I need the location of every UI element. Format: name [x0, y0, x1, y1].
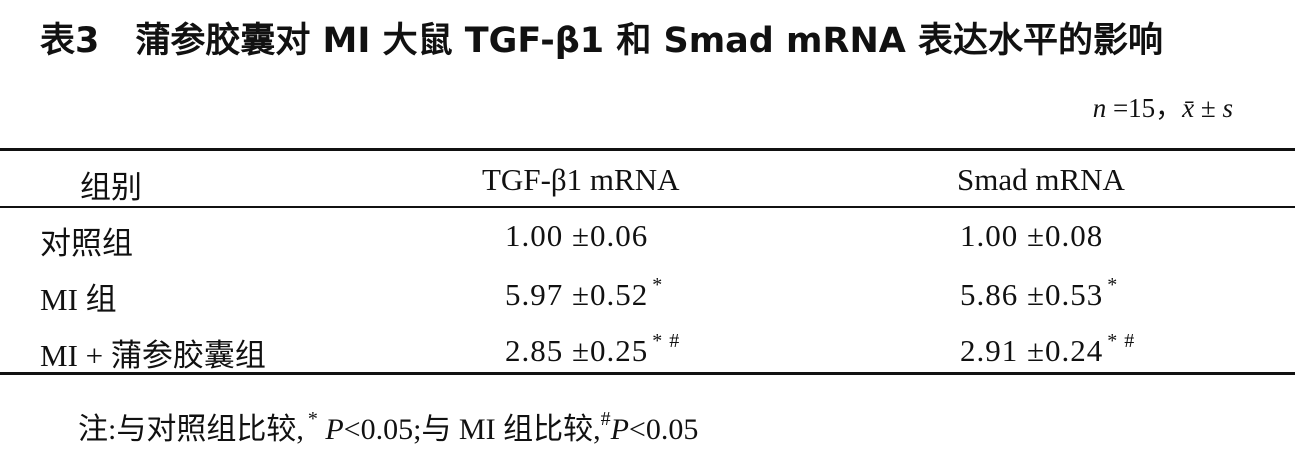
note-part: <0.05	[628, 413, 699, 446]
title: 表3 蒲参胶囊对 MI 大鼠 TGF-β1 和 Smad mRNA 表达水平的影响	[40, 12, 1163, 63]
value-cell: 5.86 ±0.53 *	[960, 274, 1118, 313]
value: 1.00 ±0.06	[505, 218, 649, 253]
significance: * #	[1107, 330, 1136, 352]
value-cell: 2.91 ±0.24 * #	[960, 330, 1135, 369]
value: 5.97 ±0.52	[505, 277, 649, 312]
group-cell: MI + 蒲参胶囊组	[40, 338, 266, 373]
table-label: 表3	[40, 21, 100, 61]
value-cell: 1.00 ±0.08	[960, 218, 1103, 254]
mid-rule	[0, 206, 1295, 208]
sub-part: ±	[1200, 93, 1216, 123]
note-part: P	[317, 413, 344, 446]
table-title: 蒲参胶囊对 MI 大鼠 TGF-β1 和 Smad mRNA 表达水平的影响	[135, 21, 1164, 61]
value: 2.85 ±0.25	[505, 333, 649, 368]
bottom-rule	[0, 372, 1295, 375]
header-cell: 组别	[80, 170, 142, 205]
value: 1.00 ±0.08	[960, 218, 1104, 253]
value-cell: 2.85 ±0.25 * #	[505, 330, 680, 369]
subtitle: n =15，x̄ ± s	[1093, 86, 1233, 125]
note-sup: *	[307, 408, 318, 430]
note-part: P	[610, 413, 629, 446]
sub-part: x̄	[1182, 93, 1195, 123]
group-cell: 对照组	[40, 226, 133, 261]
significance: *	[652, 274, 664, 296]
note: 注:与对照组比较, * P<0.05;与 MI 组比较,#P<0.05	[78, 404, 698, 448]
group-cell: MI 组	[40, 282, 117, 317]
sub-part: =15，	[1112, 93, 1183, 123]
top-rule	[0, 148, 1295, 151]
significance: * #	[652, 330, 681, 352]
note-part: 注:与对照组比较,	[78, 413, 304, 446]
sub-part: n	[1092, 93, 1107, 123]
value-cell: 5.97 ±0.52 *	[505, 274, 663, 313]
value-cell: 1.00 ±0.06	[505, 218, 648, 254]
significance: *	[1107, 274, 1119, 296]
sub-part: s	[1222, 93, 1233, 123]
header-cell: Smad mRNA	[957, 162, 1125, 197]
value: 5.86 ±0.53	[960, 277, 1104, 312]
note-part: <0.05;与 MI 组比较,	[343, 413, 601, 446]
note-sup: #	[600, 408, 611, 430]
value: 2.91 ±0.24	[960, 333, 1104, 368]
header-cell: TGF-β1 mRNA	[482, 162, 680, 197]
